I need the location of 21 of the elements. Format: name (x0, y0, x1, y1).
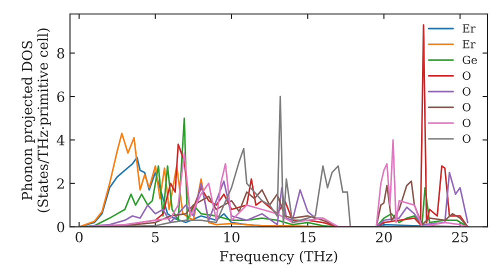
y-tick-label: 2 (57, 178, 64, 189)
legend-label: Er (462, 40, 476, 48)
x-tick-label: 15 (300, 232, 316, 242)
x-axis-title: Frequency (THz) (220, 250, 338, 264)
y-tick-label: 6 (57, 91, 64, 102)
x-tick-label: 20 (376, 232, 392, 242)
legend-label: O (462, 134, 471, 143)
x-tick-label: 5 (152, 232, 159, 242)
y-tick-label: 0 (57, 222, 64, 232)
legend-label: Er (462, 24, 476, 32)
legend-label: O (462, 71, 471, 80)
legend-label: O (462, 87, 471, 96)
y-tick-label: 8 (57, 48, 64, 59)
x-tick-label: 0 (76, 232, 83, 242)
x-tick-label: 10 (224, 232, 240, 242)
legend-label: Ge (462, 56, 477, 64)
y-axis-title: Phonon projected DOS (States/THz·primitive cell) (22, 28, 51, 212)
legend-label: O (462, 102, 471, 112)
y-tick-label: 4 (56, 134, 64, 146)
x-tick-label: 25 (452, 232, 468, 242)
legend-label: O (462, 118, 471, 128)
